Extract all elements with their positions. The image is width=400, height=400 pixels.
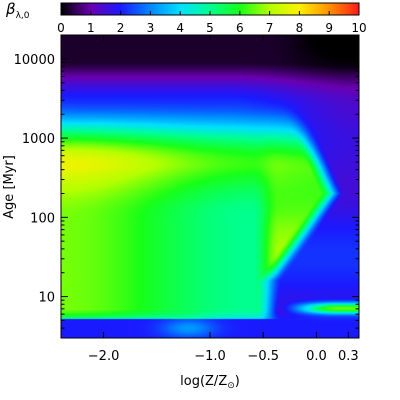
y-tick-label: 1000 — [22, 132, 55, 147]
colorbar-tick-label: 4 — [176, 21, 184, 35]
colorbar-tick-label: 6 — [236, 21, 244, 35]
x-tick-label: 0.3 — [338, 349, 359, 364]
colorbar-ticks: 0 1 2 3 4 5 6 7 8 9 10 — [57, 11, 367, 35]
heatmap-canvas — [61, 35, 359, 338]
colorbar-tick-label: 9 — [325, 21, 333, 35]
heatmap-plot — [61, 35, 359, 338]
colorbar-tick-label: 10 — [351, 21, 366, 35]
y-tick-label: 10000 — [14, 53, 55, 68]
colorbar-tick-label: 3 — [147, 21, 155, 35]
colorbar-tick-label: 0 — [57, 21, 65, 35]
colorbar-label: βλ,0 — [5, 0, 30, 21]
x-axis-label-main: log(Z/Z — [180, 374, 227, 389]
colorbar-tick-label: 2 — [117, 21, 125, 35]
x-axis-label: log(Z/Z⊙) — [180, 374, 240, 391]
colorbar-tick-label: 1 — [87, 21, 95, 35]
y-tick-label: 100 — [30, 211, 55, 226]
y-tick-label: 10 — [38, 291, 55, 306]
x-axis-label-end: ) — [235, 374, 240, 389]
x-axis-ticks: −2.0 −1.0 −0.5 0.0 0.3 — [88, 35, 359, 364]
x-tick-label: −2.0 — [88, 349, 120, 364]
x-tick-label: −0.5 — [247, 349, 279, 364]
x-tick-label: −1.0 — [194, 349, 226, 364]
colorbar-label-subscript: λ,0 — [16, 11, 30, 21]
x-axis-label-sub: ⊙ — [227, 381, 235, 391]
colorbar-tick-label: 8 — [296, 21, 304, 35]
y-axis-label-main: Age — [2, 194, 17, 219]
y-axis-label-unit: [Myr] — [2, 155, 17, 189]
colorbar-tick-label: 5 — [206, 21, 214, 35]
y-axis-ticks: 10 100 1000 10000 — [14, 34, 359, 339]
x-tick-label: 0.0 — [306, 349, 327, 364]
colorbar-tick-label: 7 — [266, 21, 274, 35]
colorbar-label-symbol: β — [5, 0, 16, 18]
y-axis-label: Age [Myr] — [2, 155, 17, 219]
